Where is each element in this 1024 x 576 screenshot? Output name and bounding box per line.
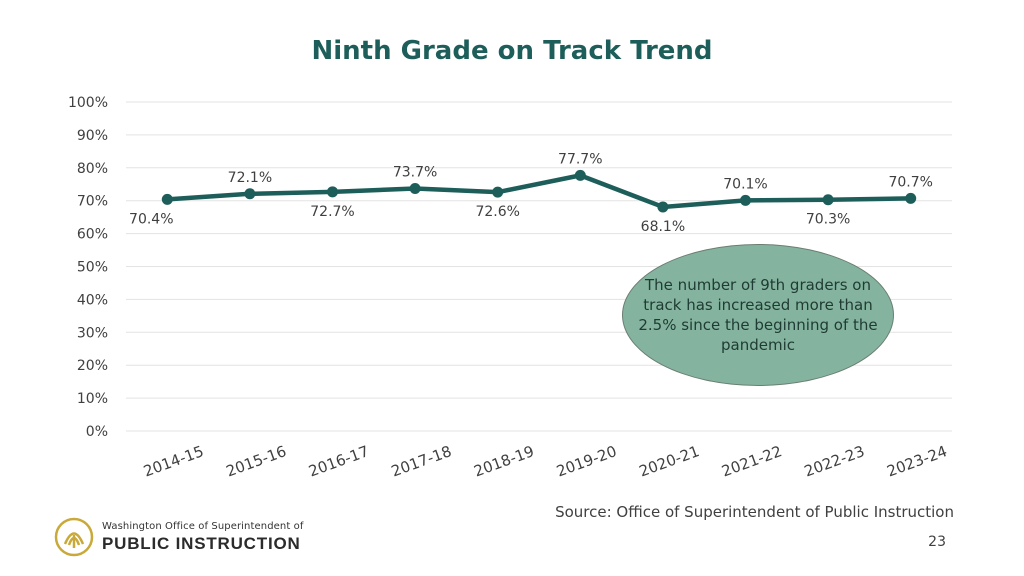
y-axis: 0% 10% 20% 30% 40% 50% 60% 70% 80% 90% 100%: [68, 95, 108, 440]
chart-title: Ninth Grade on Track Trend: [311, 36, 713, 66]
ospi-logo: Washington Office of Superintendent of P…: [54, 517, 303, 557]
data-point: [492, 186, 504, 198]
data-point: [905, 192, 917, 204]
y-tick-label: 30%: [77, 325, 108, 341]
logo-title: PUBLIC INSTRUCTION: [102, 533, 301, 553]
series-line: [161, 169, 917, 213]
trend-line: [165, 173, 913, 210]
data-label: 73.7%: [393, 165, 437, 181]
x-axis: 2014-15 2015-16 2016-17 2017-18 2018-19 2019-…: [141, 442, 949, 480]
y-tick-label: 50%: [77, 260, 108, 276]
data-label: 70.7%: [888, 174, 932, 190]
x-tick-label: 2015-16: [224, 442, 289, 480]
ospi-emblem-icon: [54, 517, 94, 557]
data-label: 68.1%: [641, 219, 685, 235]
x-tick-label: 2022-23: [802, 442, 867, 480]
y-tick-label: 80%: [77, 161, 108, 177]
x-tick-label: 2017-18: [389, 442, 454, 480]
data-point: [244, 188, 256, 200]
data-point: [161, 193, 173, 205]
y-tick-label: 20%: [77, 358, 108, 374]
data-labels: 70.4% 72.1% 72.7% 73.7% 72.6% 77.7% 68.1% 70.1%…: [129, 151, 933, 235]
y-tick-label: 100%: [68, 95, 108, 111]
data-label: 72.1%: [228, 170, 272, 186]
page-number: 23: [928, 534, 946, 550]
data-label: 70.4%: [129, 211, 173, 227]
logo-subtitle: Washington Office of Superintendent of: [102, 520, 304, 532]
data-point: [409, 183, 421, 195]
x-tick-label: 2019-20: [554, 442, 619, 480]
data-point: [822, 194, 834, 206]
x-tick-label: 2018-19: [471, 442, 536, 480]
y-tick-label: 70%: [77, 194, 108, 210]
y-tick-label: 90%: [77, 128, 108, 144]
data-point: [740, 194, 751, 206]
data-label: 72.7%: [310, 204, 354, 220]
gridlines: [126, 101, 952, 432]
x-tick-label: 2020-21: [637, 442, 702, 480]
data-point: [574, 169, 586, 181]
y-tick-label: 10%: [77, 391, 108, 407]
source-note: Source: Office of Superintendent of Publ…: [555, 503, 954, 521]
x-tick-label: 2021-22: [719, 442, 784, 480]
data-label: 70.1%: [723, 176, 767, 192]
data-point: [327, 186, 338, 198]
y-tick-label: 40%: [77, 292, 108, 308]
callout-ellipse: The number of 9th graders on track has i…: [622, 244, 894, 386]
x-tick-label: 2023-24: [884, 442, 949, 480]
data-label: 77.7%: [558, 151, 602, 167]
data-label: 72.6%: [475, 204, 519, 220]
data-point: [657, 201, 669, 213]
x-tick-label: 2014-15: [141, 442, 206, 480]
y-tick-label: 60%: [77, 227, 108, 243]
callout-text: The number of 9th graders on track has i…: [638, 276, 878, 354]
data-label: 70.3%: [806, 212, 850, 228]
x-tick-label: 2016-17: [306, 442, 371, 480]
y-tick-label: 0%: [86, 424, 108, 440]
